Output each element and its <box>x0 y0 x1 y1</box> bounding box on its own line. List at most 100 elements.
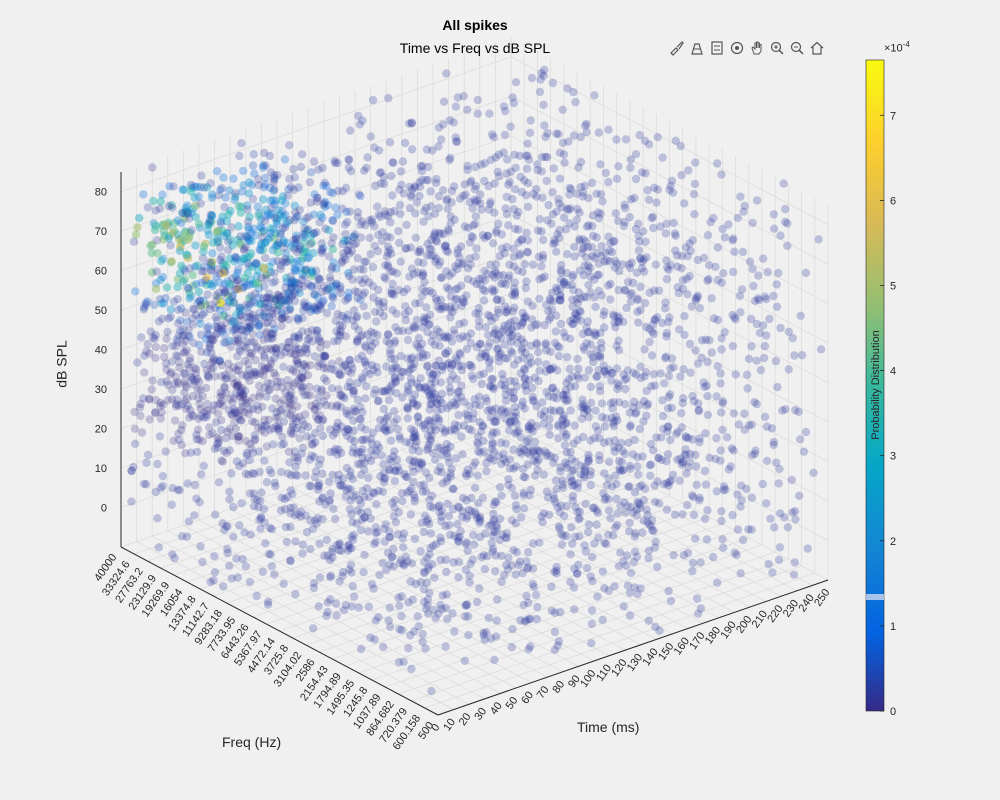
scatter-point <box>606 239 615 248</box>
scatter-point <box>464 612 473 621</box>
scatter-point <box>261 539 270 548</box>
scatter-point <box>427 400 436 409</box>
scatter-point <box>494 150 504 159</box>
scatter-point <box>291 590 300 599</box>
scatter-point <box>639 255 648 264</box>
scatter-point <box>327 301 336 311</box>
scatter-point <box>422 303 431 312</box>
scatter-point <box>240 386 250 395</box>
scatter-point <box>248 417 257 426</box>
scatter-point <box>740 409 749 418</box>
scatter-point <box>230 336 240 345</box>
scatter-point <box>181 209 190 218</box>
scatter-point <box>223 427 232 436</box>
scatter-point <box>246 530 255 539</box>
scatter-point <box>482 628 491 637</box>
scatter-point <box>449 325 459 335</box>
scatter-point <box>278 224 287 233</box>
scatter-point <box>225 254 235 263</box>
scatter-point <box>131 287 140 296</box>
scatter-point <box>737 481 746 490</box>
scatter-point <box>295 288 304 298</box>
scatter-point <box>368 488 378 497</box>
scatter-point <box>548 188 557 197</box>
scatter-point <box>196 301 205 311</box>
scatter-point <box>320 374 329 383</box>
scatter-point <box>462 514 471 523</box>
scatter-point <box>255 330 264 340</box>
scatter-point <box>502 560 511 570</box>
scatter-point <box>244 324 253 333</box>
scatter-point <box>719 485 728 495</box>
scatter-point <box>776 509 785 518</box>
insert-colorbar-icon[interactable] <box>688 38 706 58</box>
scatter-point <box>506 122 515 131</box>
scatter-point <box>208 336 217 345</box>
scatter-point <box>367 360 377 370</box>
scatter-point <box>407 185 417 194</box>
scatter-point <box>582 323 591 332</box>
scatter-point <box>259 183 269 192</box>
scatter-point <box>573 354 582 364</box>
scatter-point <box>730 548 739 557</box>
zoom-in-icon[interactable] <box>768 38 786 58</box>
scatter-point <box>435 304 444 314</box>
scatter-point <box>170 226 179 236</box>
scatter-point <box>762 295 771 304</box>
scatter-point <box>286 279 295 288</box>
scatter-point <box>148 163 157 172</box>
scatter-point <box>580 181 589 190</box>
scatter-point <box>299 360 309 369</box>
brush-data-icon[interactable] <box>668 38 686 58</box>
scatter-point <box>264 235 273 244</box>
home-icon[interactable] <box>808 38 826 58</box>
scatter-point <box>551 238 560 247</box>
scatter-point <box>201 276 210 285</box>
scatter-point <box>425 519 434 529</box>
scatter-point <box>173 275 183 284</box>
zoom-out-icon[interactable] <box>788 38 806 58</box>
scatter-point <box>413 413 422 422</box>
insert-legend-icon[interactable] <box>708 38 726 58</box>
scatter-point <box>355 275 364 284</box>
scatter-point <box>420 383 429 392</box>
scatter-point <box>257 346 266 355</box>
scatter-point <box>274 421 284 430</box>
scatter-point <box>719 269 728 278</box>
scatter-point <box>245 178 254 187</box>
scatter-point <box>778 406 787 415</box>
scatter-point <box>229 394 238 403</box>
scatter-point <box>270 213 280 222</box>
scatter-point <box>367 439 377 448</box>
scatter-point <box>232 378 242 387</box>
scatter-point <box>589 231 598 240</box>
scatter-points[interactable] <box>127 65 826 696</box>
scatter-point <box>584 520 594 529</box>
scatter-point <box>542 176 551 186</box>
scatter-point <box>550 645 559 654</box>
scatter-point <box>290 201 299 210</box>
scatter-point <box>437 135 446 144</box>
scatter-point <box>491 632 501 641</box>
pan-icon[interactable] <box>748 38 766 58</box>
scatter-point <box>436 537 446 546</box>
scatter-point <box>280 258 290 267</box>
scatter-point <box>205 344 214 353</box>
scatter-point <box>284 185 293 194</box>
scatter-point <box>437 512 446 521</box>
scatter-point <box>231 366 241 375</box>
scatter-point <box>235 432 244 441</box>
scatter-point <box>238 325 247 335</box>
scatter-point <box>318 298 327 307</box>
scatter-point <box>148 376 157 385</box>
rotate-3d-icon[interactable] <box>728 38 746 58</box>
scatter-point <box>484 453 493 462</box>
scatter-point <box>401 244 410 253</box>
scatter-point <box>586 272 595 281</box>
scatter-point <box>214 324 224 333</box>
scatter-point <box>288 381 298 390</box>
scatter-point <box>248 404 258 414</box>
scatter-point <box>634 318 643 327</box>
scatter-point <box>260 428 270 437</box>
scatter-point <box>344 292 353 302</box>
